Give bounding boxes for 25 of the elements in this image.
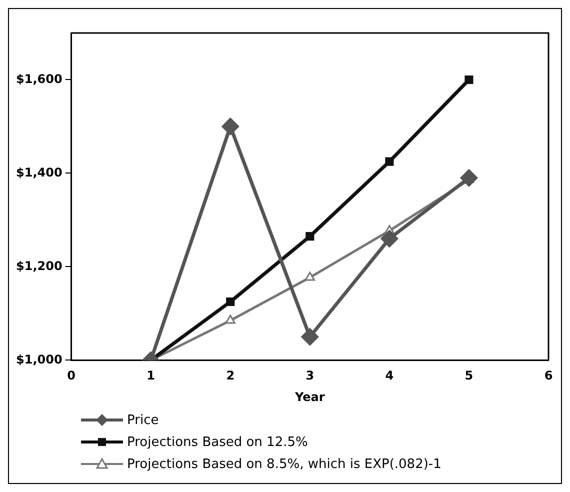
- point: [385, 157, 394, 166]
- x-tick-label: 6: [544, 368, 553, 383]
- y-tick-label: $1,400: [16, 165, 62, 180]
- x-axis-title: Year: [294, 390, 325, 404]
- y-tick-label: $1,600: [16, 72, 62, 86]
- point: [306, 232, 314, 241]
- legend-label: Projections Based on 8.5%, which is EXP(.082)-1: [127, 456, 442, 472]
- point: [225, 314, 236, 324]
- y-tick-label: $1,000: [16, 352, 62, 366]
- point: [304, 272, 315, 281]
- point: [460, 169, 478, 187]
- x-tick-label: 3: [306, 368, 314, 383]
- x-tick-label: 2: [226, 368, 235, 383]
- point: [464, 75, 474, 84]
- point: [226, 297, 235, 306]
- y-tick-label: $1,200: [16, 258, 62, 273]
- point: [380, 230, 398, 248]
- x-tick-label: 1: [146, 368, 156, 383]
- point: [222, 118, 240, 136]
- x-tick-label: 0: [67, 368, 76, 383]
- x-tick-label: 4: [385, 368, 394, 383]
- legend-label: Projections Based on 12.5%: [127, 434, 308, 450]
- point: [301, 328, 319, 346]
- legend-label: Price: [127, 412, 159, 428]
- x-tick-label: 5: [464, 368, 474, 383]
